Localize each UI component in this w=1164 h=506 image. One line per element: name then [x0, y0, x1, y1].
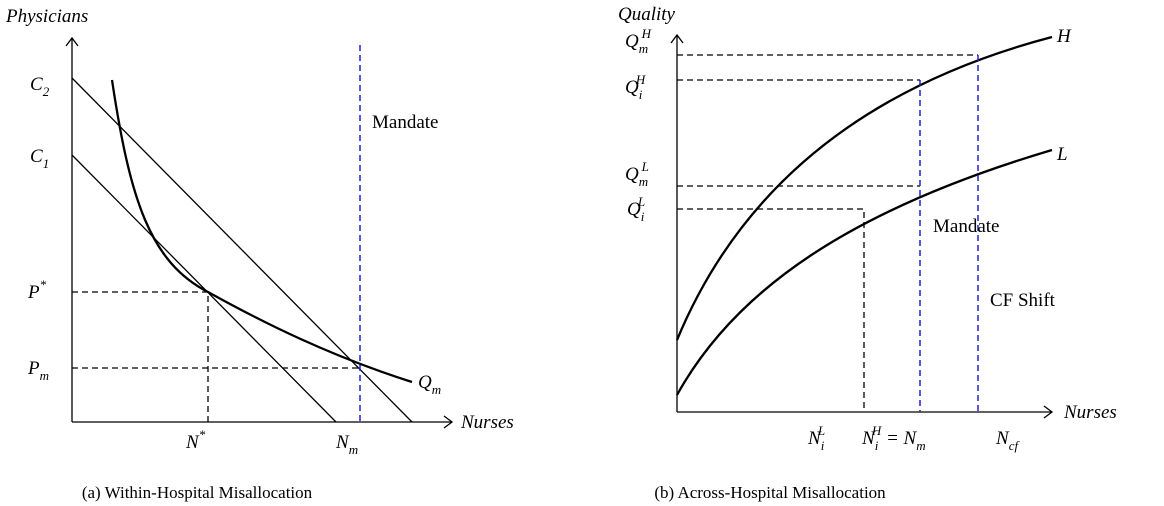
subscript: m	[432, 382, 441, 397]
label: Mandate	[372, 112, 438, 133]
label: N*	[185, 427, 206, 453]
y-axis	[65, 36, 79, 422]
label: L	[1056, 144, 1068, 165]
label-text: P	[27, 358, 40, 379]
supscript: *	[40, 277, 47, 292]
guide-line	[72, 291, 209, 422]
subscript: m	[349, 442, 358, 457]
supscript: L	[641, 159, 649, 174]
supscript: *	[199, 427, 206, 442]
label: Ncf	[995, 428, 1020, 453]
x-axis-label: Nurses	[1063, 402, 1117, 423]
subscript: m	[40, 368, 49, 383]
subscript: cf	[1009, 438, 1021, 453]
subscript: i	[641, 209, 645, 224]
label: CF Shift	[990, 290, 1056, 311]
budget-line	[71, 154, 337, 423]
x-axis-label: Nurses	[460, 412, 514, 433]
label: Nm	[335, 432, 358, 457]
label-text: Q	[627, 199, 641, 220]
label: H	[1056, 26, 1072, 47]
curve-l	[675, 148, 1053, 396]
label-text: N	[185, 432, 200, 453]
label-text: N	[335, 432, 350, 453]
subscript: m	[639, 174, 648, 189]
subscript: i	[821, 438, 825, 453]
isoquant	[110, 79, 413, 384]
supscript: H	[635, 72, 646, 87]
label: NiL	[807, 423, 825, 453]
y-axis-label: Physicians	[5, 6, 88, 27]
label-text: N	[807, 428, 822, 449]
subscript: m	[639, 41, 648, 56]
label: NiH = Nm	[861, 423, 926, 453]
label-text: Mandate	[372, 112, 438, 133]
x-axis	[677, 405, 1054, 419]
budget-line	[71, 77, 413, 423]
supscript: L	[637, 194, 645, 209]
label-text: L	[1056, 144, 1068, 165]
label-text: Q	[625, 164, 639, 185]
subscript: i	[875, 438, 879, 453]
label-text: P	[27, 282, 40, 303]
curve-h	[675, 35, 1053, 341]
caption: (a) Within-Hospital Misallocation	[82, 483, 313, 502]
label: Pm	[27, 358, 49, 383]
supscript: L	[817, 423, 825, 438]
subscript: m	[916, 438, 925, 453]
label: QmH	[625, 26, 652, 56]
guide-line	[677, 208, 865, 412]
caption: (b) Across-Hospital Misallocation	[654, 483, 886, 502]
label-text: Q	[418, 372, 432, 393]
subscript: i	[639, 87, 643, 102]
label-text: = N	[881, 428, 917, 449]
label: C1	[30, 146, 49, 171]
label-text: Q	[625, 77, 639, 98]
subscript: 1	[43, 156, 50, 171]
panel-b: Quality Nurses (b) Across-Hospital Misal…	[618, 4, 1117, 502]
label-text: Q	[625, 31, 639, 52]
label: P*	[27, 277, 47, 303]
label-text: H	[1056, 26, 1072, 47]
x-axis	[72, 415, 454, 429]
label-text: C	[30, 146, 43, 167]
label: QmL	[625, 159, 649, 189]
label: Mandate	[933, 216, 999, 237]
label: QiL	[627, 194, 645, 224]
label-text: Mandate	[933, 216, 999, 237]
label: Qm	[418, 372, 441, 397]
y-axis	[670, 33, 684, 412]
label-text: N	[861, 428, 876, 449]
label-text: C	[30, 74, 43, 95]
label-text: N	[995, 428, 1010, 449]
supscript: H	[641, 26, 652, 41]
subscript: 2	[43, 84, 50, 99]
label: C2	[30, 74, 50, 99]
y-axis-label: Quality	[618, 4, 676, 25]
panel-a: Physicians Nurses (a) Within-Hospital Mi…	[5, 6, 514, 502]
label-text: CF Shift	[990, 290, 1056, 311]
supscript: H	[871, 423, 882, 438]
label: QiH	[625, 72, 646, 102]
